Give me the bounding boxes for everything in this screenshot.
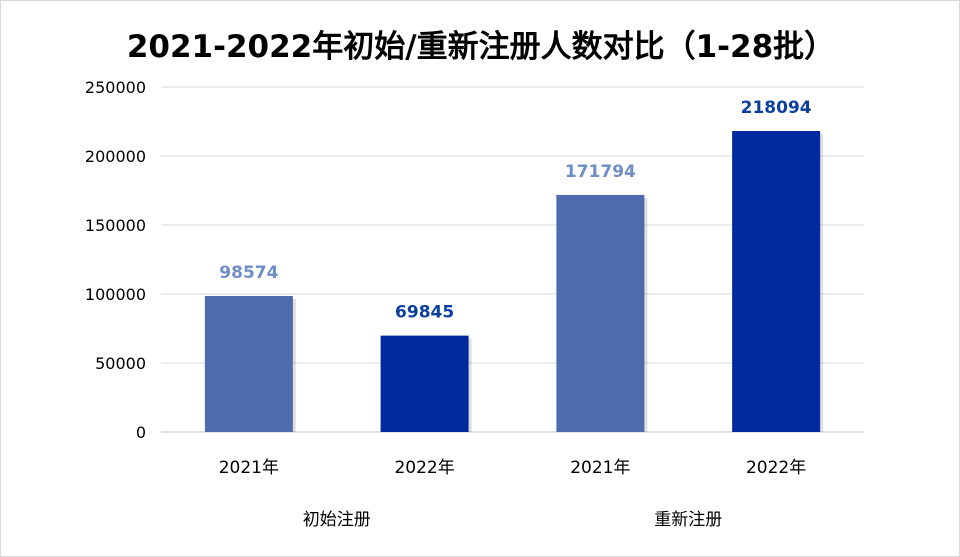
y-tick-label: 50000	[95, 354, 146, 373]
y-tick-label: 150000	[85, 216, 146, 235]
y-tick-label: 200000	[85, 147, 146, 166]
bar	[204, 295, 293, 432]
x-tick-label: 2021年	[219, 458, 279, 478]
x-tick-label: 2022年	[746, 458, 806, 478]
bar	[732, 131, 821, 432]
chart-title: 2021-2022年初始/重新注册人数对比（1-28批）	[126, 29, 836, 65]
data-label: 218094	[741, 98, 812, 118]
y-tick-label: 250000	[85, 78, 146, 97]
data-label: 98574	[219, 263, 278, 283]
data-label: 69845	[395, 303, 454, 323]
group-label: 重新注册	[654, 510, 722, 530]
x-tick-label: 2022年	[394, 458, 454, 478]
y-tick-label: 0	[136, 423, 146, 442]
bar	[380, 335, 469, 432]
y-tick-label: 100000	[85, 285, 146, 304]
bar	[556, 194, 645, 432]
x-tick-label: 2021年	[570, 458, 630, 478]
group-label: 初始注册	[303, 510, 371, 530]
data-label: 171794	[565, 162, 636, 182]
